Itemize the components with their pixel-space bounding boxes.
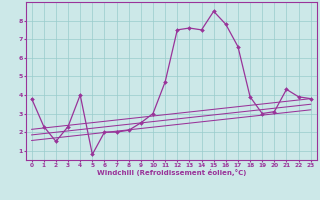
X-axis label: Windchill (Refroidissement éolien,°C): Windchill (Refroidissement éolien,°C) <box>97 169 246 176</box>
